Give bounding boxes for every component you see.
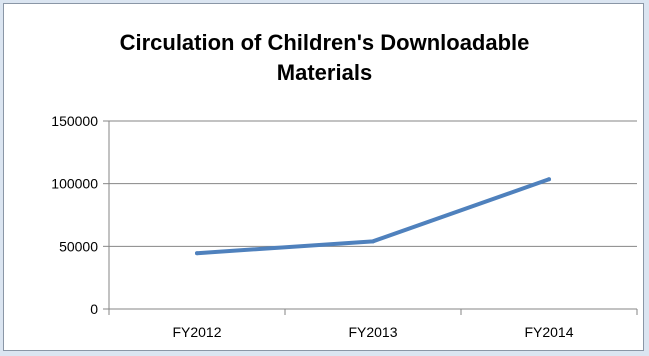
- chart-title-text: Circulation of Children's Downloadable M…: [119, 30, 530, 85]
- y-tick-label: 0: [90, 301, 98, 317]
- data-point: [371, 239, 375, 244]
- x-tick-label: FY2013: [348, 324, 397, 340]
- chart-area: Circulation of Children's Downloadable M…: [3, 3, 644, 351]
- chart-title: Circulation of Children's Downloadable M…: [4, 28, 645, 88]
- plot-area: 0 50000 100000 150000 FY2012 FY2013 FY2014: [51, 113, 638, 340]
- y-tick-label: 150000: [51, 113, 98, 129]
- y-tick-label: 100000: [51, 176, 98, 192]
- data-point: [547, 177, 551, 182]
- x-tick-label: FY2012: [172, 324, 221, 340]
- data-point: [195, 251, 199, 256]
- y-tick-label: 50000: [59, 238, 98, 254]
- x-tick-label: FY2014: [524, 324, 573, 340]
